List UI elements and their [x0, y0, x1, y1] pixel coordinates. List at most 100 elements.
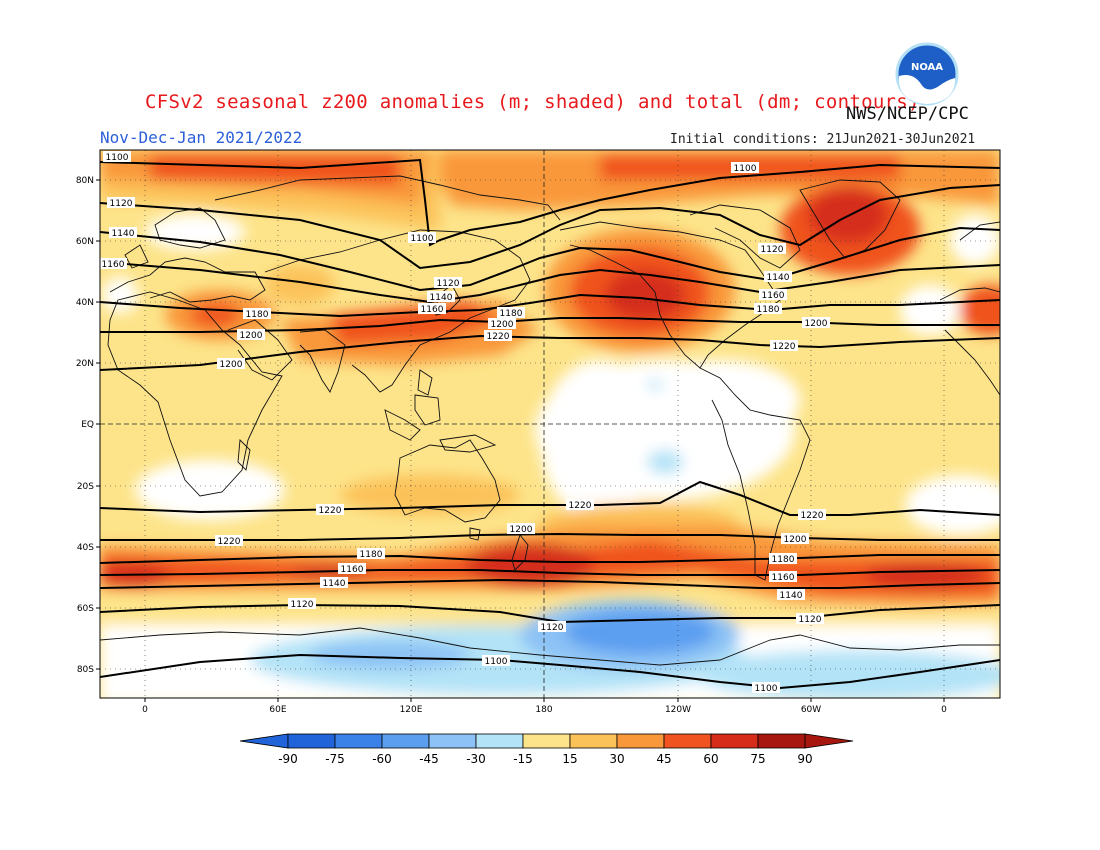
colorbar: -90 -75 -60 -45 -30 -15 15 30 45 60 75 90 — [239, 733, 854, 766]
forecast-period: Nov-Dec-Jan 2021/2022 — [100, 128, 303, 147]
graticule — [100, 150, 1000, 698]
contour-label-bg — [752, 682, 780, 693]
height-contours — [100, 158, 1000, 690]
lon-tick-label: 0 — [941, 705, 947, 715]
contour-label-bg — [103, 151, 131, 162]
contour-label-bg — [99, 258, 127, 269]
contour-label: 1100 — [106, 153, 129, 163]
contour-label: 1200 — [240, 331, 263, 341]
colorbar-segment — [287, 733, 336, 749]
contour-label: 1220 — [773, 342, 796, 352]
contour-label: 1220 — [569, 501, 592, 511]
contour-label-bg — [338, 563, 366, 574]
lat-tick-label: 20S — [77, 482, 94, 492]
svg-text:NOAA: NOAA — [911, 62, 943, 73]
contour-label: 1120 — [799, 615, 822, 625]
lat-tick-label: EQ — [81, 420, 94, 430]
contour-label-bg — [484, 330, 512, 341]
colorbar-segment — [334, 733, 383, 749]
colorbar-label: -30 — [466, 752, 486, 766]
colorbar-segment — [522, 733, 571, 749]
axis-labels: 80N 60N 40N 20N EQ 20S 40S 60S 80S 0 60E 120E 180 12… — [76, 176, 947, 715]
contour-label-bg — [566, 499, 594, 510]
contour-label: 1120 — [761, 245, 784, 255]
contour-label: 1160 — [762, 291, 785, 301]
contour-label-bg — [802, 317, 830, 328]
colorbar-label: -45 — [419, 752, 439, 766]
contour-label: 1140 — [767, 273, 790, 283]
colorbar-segment — [663, 733, 712, 749]
contour-label: 1200 — [784, 535, 807, 545]
contour-label: 1120 — [437, 279, 460, 289]
colorbar-label: 75 — [750, 752, 765, 766]
colorbar-label: -90 — [278, 752, 298, 766]
colorbar-segment — [475, 733, 524, 749]
contour-label: 1160 — [341, 565, 364, 575]
contour-label-bg — [482, 655, 510, 666]
colorbar-label: 60 — [703, 752, 718, 766]
colorbar-left-arrow — [239, 733, 289, 749]
contour-label-bg — [418, 303, 446, 314]
colorbar-segment — [381, 733, 430, 749]
contour-label-bg — [754, 303, 782, 314]
contour-label: 1100 — [734, 164, 757, 174]
contour-label-bg — [764, 271, 792, 282]
colorbar-label: -15 — [513, 752, 533, 766]
reference-lines — [100, 150, 1000, 698]
contour-label-bg — [320, 577, 348, 588]
colorbar-right-arrow — [804, 733, 854, 749]
contour-label-group: 1100 1100 1100 1120 1120 1120 1140 1140 1140 1160… — [99, 151, 830, 694]
colorbar-label: -75 — [325, 752, 345, 766]
colorbar-segment — [428, 733, 477, 749]
contour-label: 1180 — [360, 550, 383, 560]
lon-tick-label: 120E — [400, 705, 423, 715]
contour-label: 1180 — [500, 309, 523, 319]
lon-tick-label: 60E — [269, 705, 286, 715]
contour-label-bg — [769, 553, 797, 564]
colorbar-segment — [757, 733, 806, 749]
contour-label-bg — [796, 613, 824, 624]
contour-label: 1120 — [110, 199, 133, 209]
contour-label: 1160 — [772, 573, 795, 583]
lat-tick-label: 20N — [76, 359, 94, 369]
colorbar-segment — [569, 733, 618, 749]
lat-tick-label: 80S — [77, 665, 94, 675]
contour-label-bg — [109, 227, 137, 238]
contour-label-bg — [731, 162, 759, 173]
lat-tick-label: 40S — [77, 543, 94, 553]
contour-label-bg — [759, 289, 787, 300]
contour-label-bg — [243, 308, 271, 319]
contour-label: 1100 — [755, 684, 778, 694]
contour-label-bg — [488, 318, 516, 329]
contour-label: 1220 — [319, 506, 342, 516]
lon-tick-label: 0 — [142, 705, 148, 715]
colorbar-segment — [710, 733, 759, 749]
contour-label: 1180 — [772, 555, 795, 565]
contour-label-bg — [769, 571, 797, 582]
colorbar-label: 45 — [656, 752, 671, 766]
contour-label: 1180 — [246, 310, 269, 320]
contour-label: 1120 — [291, 600, 314, 610]
colorbar-label: -60 — [372, 752, 392, 766]
contour-label-bg — [758, 243, 786, 254]
contour-label: 1140 — [430, 293, 453, 303]
contour-label: 1200 — [220, 360, 243, 370]
noaa-logo: NOAA — [895, 42, 959, 106]
contour-label-bg — [408, 232, 436, 243]
contour-label: 1220 — [218, 537, 241, 547]
contour-label: 1120 — [541, 623, 564, 633]
colorbar-label: 30 — [609, 752, 624, 766]
contour-label: 1180 — [757, 305, 780, 315]
chart-title: CFSv2 seasonal z200 anomalies (m; shaded… — [145, 91, 920, 113]
contour-label-bg — [777, 589, 805, 600]
contour-label-bg — [770, 340, 798, 351]
contour-label: 1160 — [102, 260, 125, 270]
lat-tick-label: 40N — [76, 298, 94, 308]
contour-label-bg — [507, 523, 535, 534]
lat-tick-label: 60S — [77, 604, 94, 614]
contour-label-bg — [497, 307, 525, 318]
contour-label-bg — [538, 621, 566, 632]
contour-label: 1140 — [112, 229, 135, 239]
contour-label: 1200 — [805, 319, 828, 329]
